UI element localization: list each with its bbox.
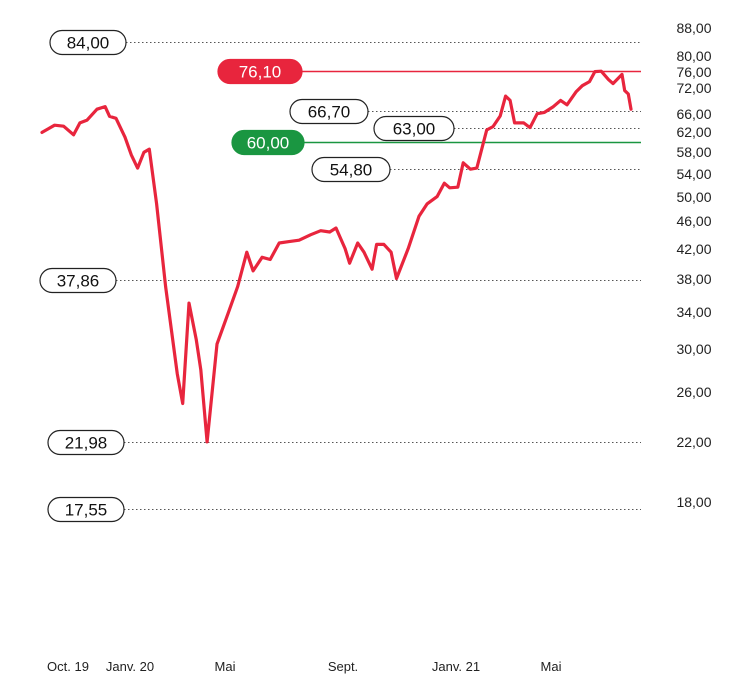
y-tick-label: 58,00 xyxy=(676,144,711,160)
level-pill-54-80: 54,80 xyxy=(311,156,391,183)
level-pill-label: 63,00 xyxy=(393,120,436,139)
level-pill-shape xyxy=(47,496,125,523)
level-pill-63-00: 63,00 xyxy=(373,115,455,142)
x-tick-label: Oct. 19 xyxy=(47,659,89,674)
level-pill-label: 17,55 xyxy=(65,501,108,520)
y-tick-label: 30,00 xyxy=(676,341,711,357)
level-pill-37-86: 37,86 xyxy=(39,267,117,294)
x-tick-label: Janv. 21 xyxy=(432,659,480,674)
y-tick-label: 18,00 xyxy=(676,494,711,510)
level-pill-label: 54,80 xyxy=(330,161,373,180)
y-tick-label: 38,00 xyxy=(676,271,711,287)
y-tick-label: 88,00 xyxy=(676,20,711,36)
y-tick-label: 46,00 xyxy=(676,213,711,229)
level-pill-label: 84,00 xyxy=(67,34,110,53)
level-pill-label: 76,10 xyxy=(239,63,282,82)
level-pill-shape xyxy=(49,29,127,56)
level-pill-label: 37,86 xyxy=(57,272,100,291)
level-pill-21-98: 21,98 xyxy=(47,429,125,456)
x-tick-label: Janv. 20 xyxy=(106,659,154,674)
level-pill-shape xyxy=(289,98,369,125)
level-pill-84-00: 84,00 xyxy=(49,29,127,56)
y-tick-label: 26,00 xyxy=(676,384,711,400)
level-pill-shape xyxy=(47,429,125,456)
y-tick-label: 76,00 xyxy=(676,64,711,80)
x-tick-label: Mai xyxy=(541,659,562,674)
y-tick-label: 54,00 xyxy=(676,166,711,182)
level-pill-76-10: 76,10 xyxy=(217,58,303,85)
level-pill-shape xyxy=(231,129,305,156)
level-pill-17-55: 17,55 xyxy=(47,496,125,523)
y-tick-label: 50,00 xyxy=(676,189,711,205)
x-axis: Oct. 19 Janv. 20 Mai Sept. Janv. 21 Mai xyxy=(47,659,562,674)
y-tick-label: 80,00 xyxy=(676,48,711,64)
level-pill-shape xyxy=(311,156,391,183)
level-pill-shape xyxy=(373,115,455,142)
y-tick-label: 62,00 xyxy=(676,124,711,140)
level-pill-66-70: 66,70 xyxy=(289,98,369,125)
level-pill-label: 60,00 xyxy=(247,134,290,153)
level-pill-label: 66,70 xyxy=(308,103,351,122)
price-series xyxy=(40,69,633,444)
level-pill-shape xyxy=(39,267,117,294)
y-tick-label: 34,00 xyxy=(676,304,711,320)
x-tick-label: Sept. xyxy=(328,659,358,674)
y-tick-label: 66,00 xyxy=(676,106,711,122)
series-line-0 xyxy=(40,69,633,444)
level-pill-shape xyxy=(217,58,303,85)
y-tick-label: 22,00 xyxy=(676,434,711,450)
y-tick-label: 42,00 xyxy=(676,241,711,257)
level-pill-label: 21,98 xyxy=(65,434,108,453)
price-levels xyxy=(116,41,641,511)
level-labels: 84,00 76,10 66,70 63,00 60,00 54,80 37,86 21,98… xyxy=(39,29,455,523)
y-tick-label: 72,00 xyxy=(676,80,711,96)
level-pill-60-00: 60,00 xyxy=(231,129,305,156)
x-tick-label: Mai xyxy=(215,659,236,674)
